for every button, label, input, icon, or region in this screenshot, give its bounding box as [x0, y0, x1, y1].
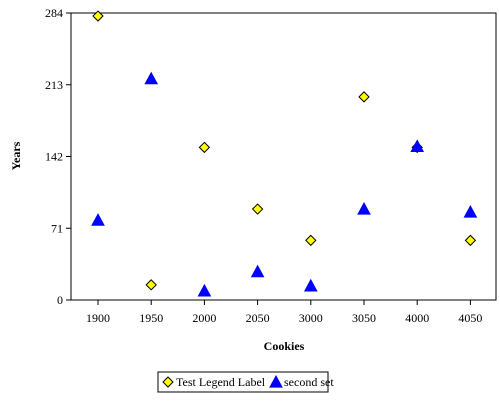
legend-diamond-icon	[162, 376, 174, 388]
x-axis-ticks: 1900 1950 2000 2050 3000 3050 4000 4050	[86, 300, 482, 325]
x-tick-label: 3000	[299, 311, 323, 325]
data-point-series-1	[251, 203, 264, 215]
data-point-series-2	[197, 283, 212, 297]
x-axis-title: Cookies	[264, 339, 305, 353]
legend-marker-diamond	[162, 376, 174, 388]
y-tick-label: 142	[45, 150, 63, 164]
y-tick-label: 0	[57, 293, 63, 307]
data-point-series-1	[198, 141, 211, 154]
legend: Test Legend Label second set	[157, 371, 334, 393]
data-point-series-1	[305, 234, 317, 247]
data-point-series-2	[144, 71, 159, 85]
x-tick-label: 1950	[139, 311, 163, 325]
legend-box	[157, 371, 329, 393]
y-axis-title: Years	[9, 141, 23, 170]
data-point-series-2	[463, 205, 478, 218]
data-point-series-1	[464, 234, 477, 247]
x-tick-label: 2050	[246, 311, 270, 325]
data-point-series-1	[92, 10, 104, 22]
x-tick-label: 4000	[405, 311, 429, 325]
data-point-series-1	[358, 91, 370, 103]
y-tick-label: 284	[45, 6, 63, 20]
legend-triangle-icon	[269, 374, 283, 388]
x-tick-label: 4050	[458, 311, 482, 325]
y-tick-label: 213	[45, 78, 63, 92]
data-point-series-2	[357, 201, 371, 215]
data-point-series-2	[410, 139, 425, 152]
x-tick-label: 3050	[352, 311, 376, 325]
data-point-series-2	[91, 213, 105, 226]
data-point-series-1	[145, 279, 157, 291]
legend-label-series-2: second set	[284, 375, 334, 389]
y-axis-ticks: 0 71 142 213 284	[45, 6, 71, 307]
data-point-series-2	[250, 264, 265, 278]
x-tick-label: 1900	[86, 311, 110, 325]
plot-area	[70, 12, 497, 301]
data-points	[91, 10, 478, 297]
data-point-series-2	[303, 278, 318, 292]
legend-marker-triangle	[269, 374, 283, 388]
y-tick-label: 71	[51, 221, 63, 235]
x-tick-label: 2000	[192, 311, 216, 325]
legend-label-series-1: Test Legend Label	[176, 375, 266, 389]
